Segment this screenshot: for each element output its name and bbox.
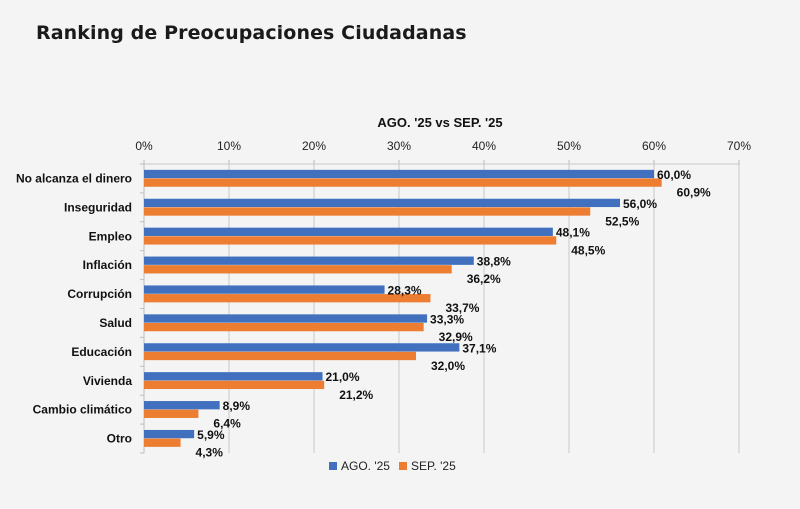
bar-ago-25 (144, 227, 553, 236)
data-label-sep-25: 32,9% (439, 330, 473, 344)
x-tick-label: 60% (642, 139, 666, 153)
category-label: Cambio climático (33, 403, 132, 417)
legend: AGO. '25 SEP. '25 (329, 459, 456, 473)
data-label-ago-25: 48,1% (556, 226, 590, 240)
category-label: Educación (71, 345, 132, 359)
x-tick-label: 10% (217, 139, 241, 153)
data-label-sep-25: 4,3% (196, 446, 224, 460)
bar-ago-25 (144, 401, 220, 410)
data-label-ago-25: 28,3% (388, 283, 422, 297)
bar-sep-25 (144, 236, 557, 245)
legend-label-sep-25: SEP. '25 (411, 459, 456, 473)
category-label: Vivienda (83, 374, 132, 388)
bar-sep-25 (144, 265, 452, 274)
bar-ago-25 (144, 343, 460, 352)
legend-swatch-sep-25 (399, 462, 407, 470)
data-label-sep-25: 48,5% (571, 243, 605, 257)
bar-ago-25 (144, 256, 474, 265)
bar-ago-25 (144, 372, 323, 381)
x-tick-label: 20% (302, 139, 326, 153)
data-label-ago-25: 21,0% (326, 370, 360, 384)
bar-ago-25 (144, 314, 428, 323)
data-label-ago-25: 60,0% (657, 168, 691, 182)
category-label: Salud (99, 316, 132, 330)
data-label-ago-25: 56,0% (623, 197, 657, 211)
category-label: Inseguridad (64, 200, 132, 214)
bar-ago-25 (144, 285, 385, 294)
category-label: Empleo (89, 229, 132, 243)
bar-sep-25 (144, 322, 424, 332)
bar-ago-25 (144, 429, 195, 439)
category-label: Inflación (83, 258, 132, 272)
x-tick-label: 40% (472, 139, 496, 153)
data-label-sep-25: 52,5% (605, 214, 639, 228)
bar-sep-25 (144, 351, 416, 361)
data-label-sep-25: 32,0% (431, 359, 465, 373)
x-tick-label: 70% (727, 139, 751, 153)
page-title: Ranking de Preocupaciones Ciudadanas (36, 22, 467, 44)
data-label-ago-25: 33,3% (430, 312, 464, 326)
data-label-sep-25: 36,2% (467, 272, 501, 286)
bar-sep-25 (144, 178, 662, 187)
data-label-ago-25: 8,9% (223, 399, 251, 413)
chart-subtitle: AGO. '25 vs SEP. '25 (377, 115, 502, 130)
data-labels: 60,0% 60,9% 56,0% 52,5% 48,1% 48,5% 38,8% 36,2%… (196, 168, 711, 460)
bar-sep-25 (144, 409, 199, 418)
bar-sep-25 (144, 438, 181, 447)
bar-ago-25 (144, 198, 620, 208)
data-label-sep-25: 60,9% (677, 185, 711, 199)
gridlines (140, 160, 740, 454)
category-label: No alcanza el dinero (16, 171, 132, 185)
category-label: Otro (107, 432, 132, 446)
y-axis-categories: No alcanza el dinero Inseguridad Empleo Inf… (16, 171, 132, 445)
data-label-sep-25: 33,7% (445, 301, 479, 315)
data-label-ago-25: 5,9% (197, 428, 225, 442)
x-tick-label: 50% (557, 139, 581, 153)
data-label-sep-25: 21,2% (339, 388, 373, 402)
bars (144, 169, 662, 447)
x-tick-label: 0% (135, 139, 153, 153)
bar-sep-25 (144, 380, 325, 390)
data-label-sep-25: 6,4% (213, 417, 241, 431)
data-label-ago-25: 38,8% (477, 255, 511, 269)
x-tick-label: 30% (387, 139, 411, 153)
category-label: Corrupción (67, 287, 132, 301)
bar-sep-25 (144, 294, 431, 303)
legend-swatch-ago-25 (329, 462, 337, 470)
legend-label-ago-25: AGO. '25 (341, 459, 390, 473)
x-axis-ticks: 0% 10% 20% 30% 40% 50% 60% 70% (135, 139, 751, 153)
bar-ago-25 (144, 169, 654, 179)
data-label-ago-25: 37,1% (462, 341, 496, 355)
bar-sep-25 (144, 207, 591, 216)
